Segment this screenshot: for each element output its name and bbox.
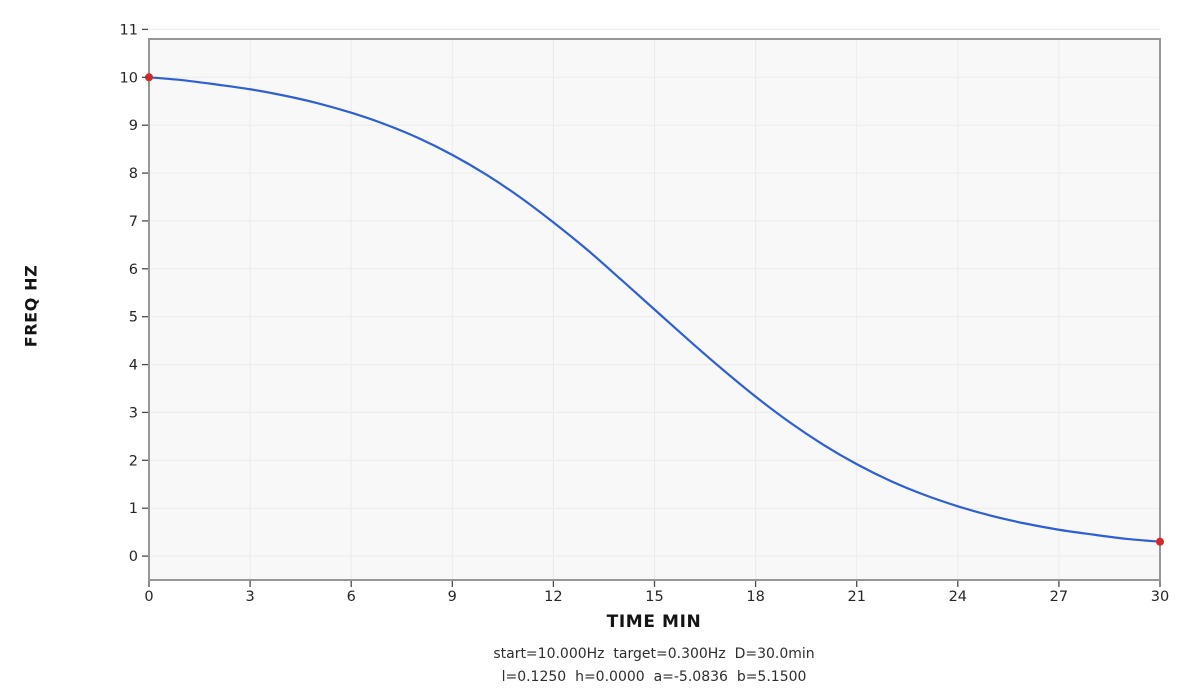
y-tick-label: 6 bbox=[129, 262, 138, 278]
y-tick-label: 7 bbox=[129, 214, 138, 230]
x-tick-label: 15 bbox=[645, 589, 663, 605]
y-tick-label: 8 bbox=[129, 166, 138, 182]
x-tick-label: 6 bbox=[347, 589, 356, 605]
y-axis-title: FREQ HZ bbox=[21, 264, 41, 348]
y-tick-label: 4 bbox=[129, 358, 138, 374]
footer-params-line2: l=0.1250 h=0.0000 a=-5.0836 b=5.1500 bbox=[501, 669, 807, 685]
x-tick-label: 21 bbox=[847, 589, 865, 605]
y-tick-label: 11 bbox=[120, 22, 138, 38]
y-tick-label: 9 bbox=[129, 118, 138, 134]
target-point-marker bbox=[1156, 537, 1164, 546]
y-tick-label: 3 bbox=[129, 405, 138, 421]
x-tick-label: 9 bbox=[448, 589, 457, 605]
frequency-curve bbox=[147, 76, 1162, 543]
x-tick-label: 24 bbox=[949, 589, 967, 605]
x-tick-label: 12 bbox=[544, 589, 562, 605]
y-tick-label: 1 bbox=[129, 501, 138, 517]
y-tick-label: 10 bbox=[120, 70, 138, 86]
y-tick-label: 2 bbox=[129, 453, 138, 469]
x-tick-label: 3 bbox=[245, 589, 254, 605]
y-tick-label: 0 bbox=[129, 549, 138, 565]
x-axis-title: TIME MIN bbox=[606, 612, 702, 632]
plot-border bbox=[148, 38, 1161, 581]
x-tick-label: 18 bbox=[746, 589, 764, 605]
footer-params-line1: start=10.000Hz target=0.300Hz D=30.0min bbox=[493, 646, 815, 662]
x-tick-label: 0 bbox=[144, 589, 153, 605]
start-point-marker bbox=[145, 73, 153, 82]
x-tick-label: 27 bbox=[1050, 589, 1068, 605]
x-tick-label: 30 bbox=[1151, 589, 1169, 605]
y-tick-label: 5 bbox=[129, 310, 138, 326]
